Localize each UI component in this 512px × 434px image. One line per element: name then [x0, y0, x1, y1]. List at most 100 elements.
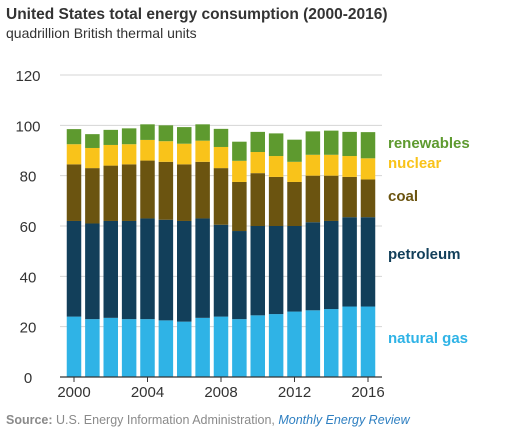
bar-segment-natural-gas — [195, 317, 210, 377]
bar-stack-2000 — [66, 129, 82, 377]
bar-stack-2001 — [85, 134, 100, 377]
bar-segment-coal — [305, 175, 321, 223]
bar-segment-petroleum — [232, 231, 247, 320]
chart-title: United States total energy consumption (… — [6, 6, 388, 23]
bar-segment-nuclear — [213, 146, 229, 169]
bar-segment-coal — [103, 165, 118, 221]
bar-segment-natural-gas — [305, 310, 321, 377]
bar-segment-coal — [232, 181, 247, 232]
bar-segment-nuclear — [324, 154, 339, 176]
bar-segment-petroleum — [250, 226, 265, 316]
bar-segment-natural-gas — [213, 316, 229, 377]
bar-stack-2010 — [250, 131, 265, 377]
bar-segment-petroleum — [140, 218, 155, 320]
bar-segment-nuclear — [121, 144, 137, 165]
bar-segment-petroleum — [195, 218, 210, 318]
bar-segment-renewables — [268, 133, 284, 157]
bar-segment-petroleum — [213, 224, 229, 317]
bar-stack-2003 — [121, 128, 137, 377]
bar-segment-petroleum — [342, 217, 357, 307]
bar-segment-coal — [213, 168, 229, 225]
bar-stack-2009 — [232, 141, 247, 377]
bar-segment-nuclear — [177, 143, 192, 165]
bar-segment-renewables — [324, 130, 339, 155]
bar-segment-coal — [158, 161, 174, 220]
bar-segment-coal — [140, 160, 155, 219]
bar-segment-nuclear — [103, 144, 118, 166]
bar-segment-renewables — [140, 124, 155, 140]
axes: 0 20 40 60 80 100 120 2000 2004 2008 2012 2016 — [15, 68, 384, 401]
source-label: Source: — [6, 413, 53, 427]
bar-segment-renewables — [305, 131, 321, 155]
bar-stack-2004 — [140, 124, 155, 377]
bar-segment-renewables — [360, 132, 376, 159]
bar-segment-nuclear — [232, 160, 247, 182]
bar-segment-nuclear — [268, 156, 284, 177]
bar-stack-2011 — [268, 133, 284, 377]
bar-segment-nuclear — [158, 141, 174, 162]
bar-segment-natural-gas — [103, 317, 118, 377]
bar-segment-nuclear — [287, 161, 302, 182]
bar-stack-2008 — [213, 128, 229, 377]
legend-label-coal: coal — [388, 188, 419, 205]
bar-stack-2006 — [177, 127, 192, 377]
bar-segment-renewables — [213, 128, 229, 147]
bar-segment-natural-gas — [232, 319, 247, 377]
bar-stack-2002 — [103, 129, 118, 377]
y-tick-label: 20 — [20, 320, 37, 337]
bar-segment-coal — [85, 168, 100, 224]
bar-segment-natural-gas — [250, 315, 265, 377]
bar-segment-coal — [360, 179, 376, 218]
bar-segment-petroleum — [177, 220, 192, 322]
bar-segment-petroleum — [268, 226, 284, 315]
bar-segment-nuclear — [342, 156, 357, 177]
chart-subtitle: quadrillion British thermal units — [6, 25, 197, 41]
bar-segment-petroleum — [305, 222, 321, 311]
bar-stack-2014 — [324, 130, 339, 377]
source-note: Source: U.S. Energy Information Administ… — [6, 413, 410, 427]
bar-stack-2007 — [195, 124, 210, 377]
bar-segment-nuclear — [250, 152, 265, 174]
bar-segment-natural-gas — [121, 319, 137, 377]
bar-segment-petroleum — [66, 220, 82, 317]
y-tick-label: 60 — [20, 219, 37, 236]
x-tick-label: 2004 — [131, 384, 164, 401]
bar-segment-nuclear — [66, 144, 82, 165]
bar-segment-renewables — [232, 141, 247, 161]
x-tick-label: 2000 — [57, 384, 90, 401]
bar-segment-petroleum — [158, 219, 174, 321]
x-tick-label: 2012 — [278, 384, 311, 401]
legend-label-natural-gas: natural gas — [388, 330, 469, 347]
bar-segment-natural-gas — [66, 316, 82, 377]
x-tick-label: 2008 — [204, 384, 237, 401]
bar-segment-coal — [66, 164, 82, 221]
bar-segment-renewables — [85, 134, 100, 148]
bar-segment-renewables — [158, 125, 174, 142]
y-tick-label: 0 — [24, 370, 32, 387]
bar-segment-nuclear — [305, 154, 321, 176]
bar-segment-petroleum — [324, 220, 339, 310]
y-tick-label: 120 — [15, 68, 40, 85]
y-tick-label: 40 — [20, 269, 37, 286]
bar-segment-natural-gas — [287, 311, 302, 377]
bar-segment-nuclear — [195, 140, 210, 162]
bar-segment-natural-gas — [342, 306, 357, 377]
bar-stack-2015 — [342, 131, 357, 377]
bar-segment-renewables — [177, 127, 192, 144]
bar-segment-petroleum — [287, 226, 302, 312]
bar-segment-nuclear — [360, 158, 376, 180]
bar-segment-coal — [121, 164, 137, 221]
bar-segment-natural-gas — [158, 320, 174, 377]
bar-segment-petroleum — [103, 220, 118, 318]
bar-segment-coal — [324, 175, 339, 221]
bar-segment-coal — [250, 173, 265, 226]
bar-segment-natural-gas — [360, 306, 376, 377]
bar-segment-natural-gas — [177, 321, 192, 377]
y-tick-label: 80 — [20, 169, 37, 186]
legend-label-renewables: renewables — [388, 135, 470, 152]
bar-segment-natural-gas — [324, 309, 339, 377]
source-link[interactable]: Monthly Energy Review — [278, 413, 410, 427]
bar-segment-renewables — [103, 129, 118, 145]
bar-segment-renewables — [121, 128, 137, 145]
bar-stack-2005 — [158, 125, 174, 377]
